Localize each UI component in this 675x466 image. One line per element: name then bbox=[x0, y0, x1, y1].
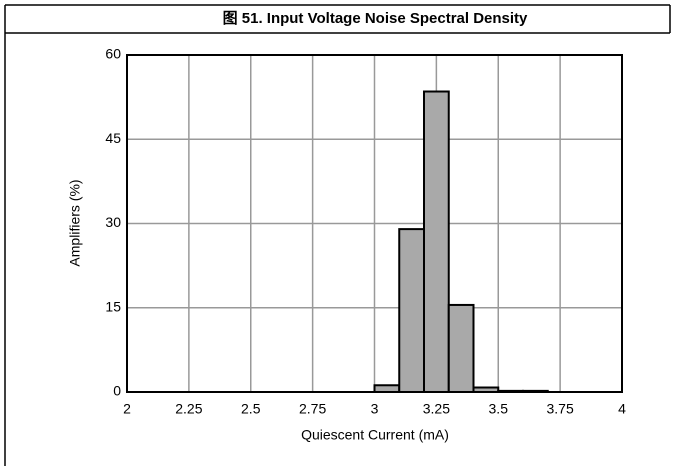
y-tick-label: 60 bbox=[105, 46, 121, 62]
chart-title: 图 51. Input Voltage Noise Spectral Densi… bbox=[223, 10, 528, 27]
x-tick-label: 2 bbox=[123, 401, 131, 417]
x-tick-label: 3.75 bbox=[547, 401, 574, 417]
y-tick-label: 30 bbox=[105, 214, 121, 230]
plot-border bbox=[126, 54, 623, 393]
y-tick-label: 45 bbox=[105, 130, 121, 146]
y-tick-label: 0 bbox=[113, 383, 121, 399]
bar bbox=[447, 303, 475, 394]
x-tick-label: 2.75 bbox=[299, 401, 326, 417]
x-tick-label: 2.5 bbox=[241, 401, 261, 417]
x-tick-label: 2.25 bbox=[175, 401, 202, 417]
y-axis-label: Amplifiers (%) bbox=[67, 179, 83, 266]
bar bbox=[423, 90, 450, 393]
x-tick-label: 3 bbox=[371, 401, 379, 417]
bar bbox=[398, 228, 425, 393]
y-tick-label: 15 bbox=[105, 298, 121, 314]
x-axis-label: Quiescent Current (mA) bbox=[301, 427, 449, 443]
x-tick-label: 4 bbox=[618, 401, 626, 417]
x-tick-label: 3.25 bbox=[423, 401, 450, 417]
x-tick-label: 3.5 bbox=[489, 401, 509, 417]
bar bbox=[373, 384, 401, 394]
